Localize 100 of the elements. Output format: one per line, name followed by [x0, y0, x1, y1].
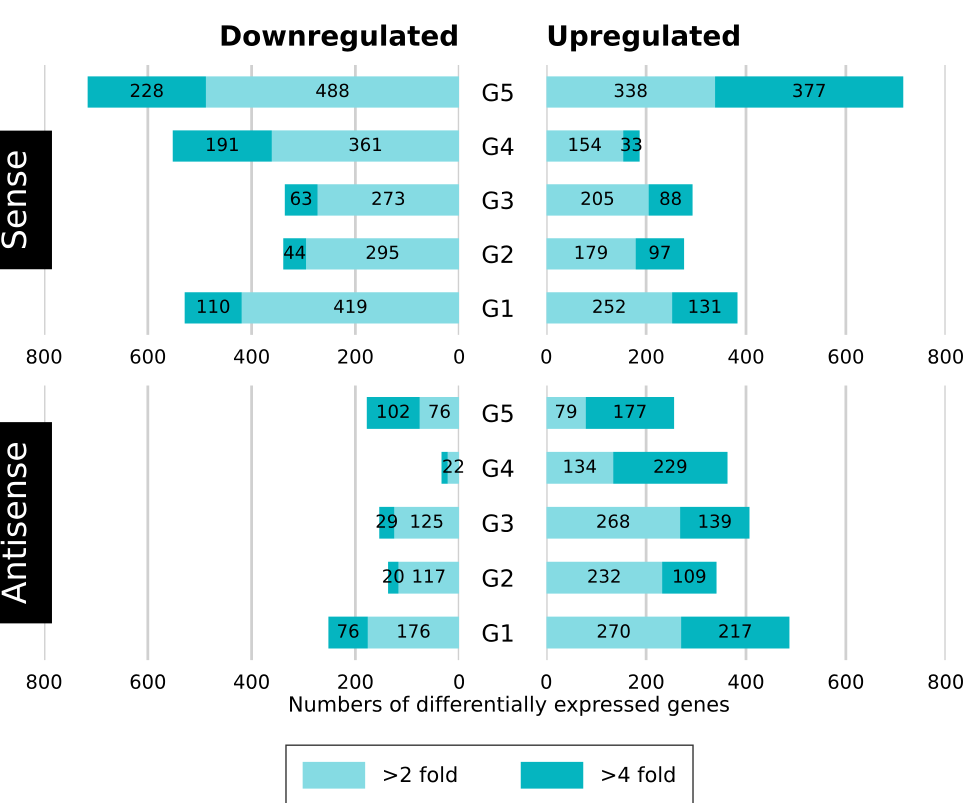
- bar: [680, 506, 750, 539]
- data-label: 125: [411, 514, 442, 528]
- data-label: 97: [650, 245, 670, 260]
- y-tick-label: G4: [482, 459, 514, 478]
- x-axis-title: Numbers of differentially expressed genes: [290, 696, 729, 716]
- x-tick-label: 400: [728, 349, 764, 364]
- bar: [328, 616, 368, 649]
- bar: [172, 130, 272, 162]
- bar: [681, 616, 790, 649]
- data-label: 139: [700, 514, 731, 528]
- data-label: 177: [614, 404, 646, 418]
- x-tick-label: 800: [26, 349, 62, 364]
- bar: [366, 396, 420, 429]
- bar: [613, 452, 728, 484]
- x-tick-label: 0: [454, 349, 464, 364]
- data-label: 131: [690, 299, 720, 314]
- bar: [206, 76, 460, 108]
- data-label: 109: [674, 569, 706, 583]
- data-label: 217: [719, 624, 751, 638]
- x-tick-label: 800: [26, 674, 62, 690]
- x-tick-label: 600: [828, 349, 864, 364]
- data-label: 76: [338, 624, 358, 638]
- data-label: 377: [793, 84, 825, 98]
- data-label: 338: [614, 84, 647, 98]
- x-tick-label: 0: [454, 674, 464, 690]
- bar: [648, 184, 693, 216]
- bar: [546, 562, 662, 594]
- x-tick-label: 0: [541, 349, 552, 364]
- y-tick-label: G5: [482, 83, 513, 102]
- data-label: 205: [582, 192, 614, 206]
- data-label: 419: [334, 299, 366, 314]
- bar: [306, 238, 460, 270]
- x-tick-label: 800: [928, 674, 963, 690]
- data-label: 176: [398, 624, 430, 638]
- bar: [662, 562, 717, 594]
- bar: [318, 184, 460, 216]
- chart-title: Downregulated: [222, 24, 457, 52]
- data-label: 102: [378, 404, 409, 418]
- bar: [715, 76, 904, 108]
- bar: [88, 76, 206, 108]
- bar: [242, 292, 460, 324]
- x-tick-label: 200: [338, 674, 373, 690]
- y-tick-label: G1: [482, 624, 513, 642]
- bar: [272, 130, 460, 162]
- data-label: 110: [198, 299, 230, 314]
- bar: [672, 292, 738, 324]
- y-axis-title: Antisense: [0, 442, 26, 604]
- bar: [546, 184, 649, 216]
- bar: [546, 238, 636, 270]
- data-label: 76: [429, 404, 450, 418]
- data-label: 295: [366, 245, 398, 260]
- y-tick-label: G2: [482, 569, 512, 587]
- y-tick-label: G2: [482, 245, 512, 264]
- data-label: 88: [660, 192, 681, 206]
- x-tick-label: 600: [130, 349, 166, 364]
- bar: [546, 76, 716, 108]
- data-label: 134: [564, 459, 596, 474]
- x-tick-label: 0: [541, 674, 552, 690]
- x-tick-label: 600: [130, 674, 166, 690]
- bar: [546, 396, 586, 429]
- data-label: 63: [290, 192, 312, 206]
- data-label: 270: [598, 624, 630, 638]
- data-label: 488: [316, 84, 349, 98]
- bar: [546, 506, 680, 539]
- bar: [546, 452, 614, 484]
- data-label: 179: [576, 245, 607, 260]
- data-label: 117: [414, 569, 444, 583]
- y-tick-label: G3: [482, 514, 513, 532]
- x-tick-label: 400: [728, 674, 764, 690]
- y-tick-label: G1: [482, 299, 513, 318]
- data-label: 154: [569, 138, 601, 152]
- legend-label: >2 fold: [384, 766, 456, 782]
- bar: [546, 292, 672, 324]
- y-tick-label: G3: [482, 191, 513, 210]
- data-label: 229: [654, 459, 686, 474]
- bar: [184, 292, 242, 324]
- bar: [368, 616, 460, 649]
- y-tick-label: G5: [482, 404, 513, 422]
- data-label: 79: [556, 404, 576, 418]
- legend-label: >4 fold: [602, 766, 674, 782]
- data-label: 191: [207, 138, 238, 152]
- bar: [420, 396, 460, 429]
- data-label: 268: [597, 514, 630, 528]
- data-label: 273: [372, 192, 404, 206]
- data-label: 232: [588, 569, 620, 583]
- y-tick-label: G4: [482, 137, 514, 156]
- data-label: 252: [593, 299, 625, 314]
- bar: [586, 396, 674, 429]
- data-label: 361: [350, 138, 382, 152]
- x-tick-label: 200: [629, 349, 664, 364]
- y-axis-title: Sense: [1, 151, 26, 248]
- x-tick-label: 800: [928, 349, 963, 364]
- data-label: 228: [130, 84, 163, 98]
- bar: [636, 238, 684, 270]
- x-tick-label: 400: [234, 349, 269, 364]
- chart-title: Upregulated: [548, 24, 739, 52]
- bar: [546, 616, 682, 649]
- x-tick-label: 200: [629, 674, 664, 690]
- x-tick-label: 200: [338, 349, 373, 364]
- x-tick-label: 600: [828, 674, 864, 690]
